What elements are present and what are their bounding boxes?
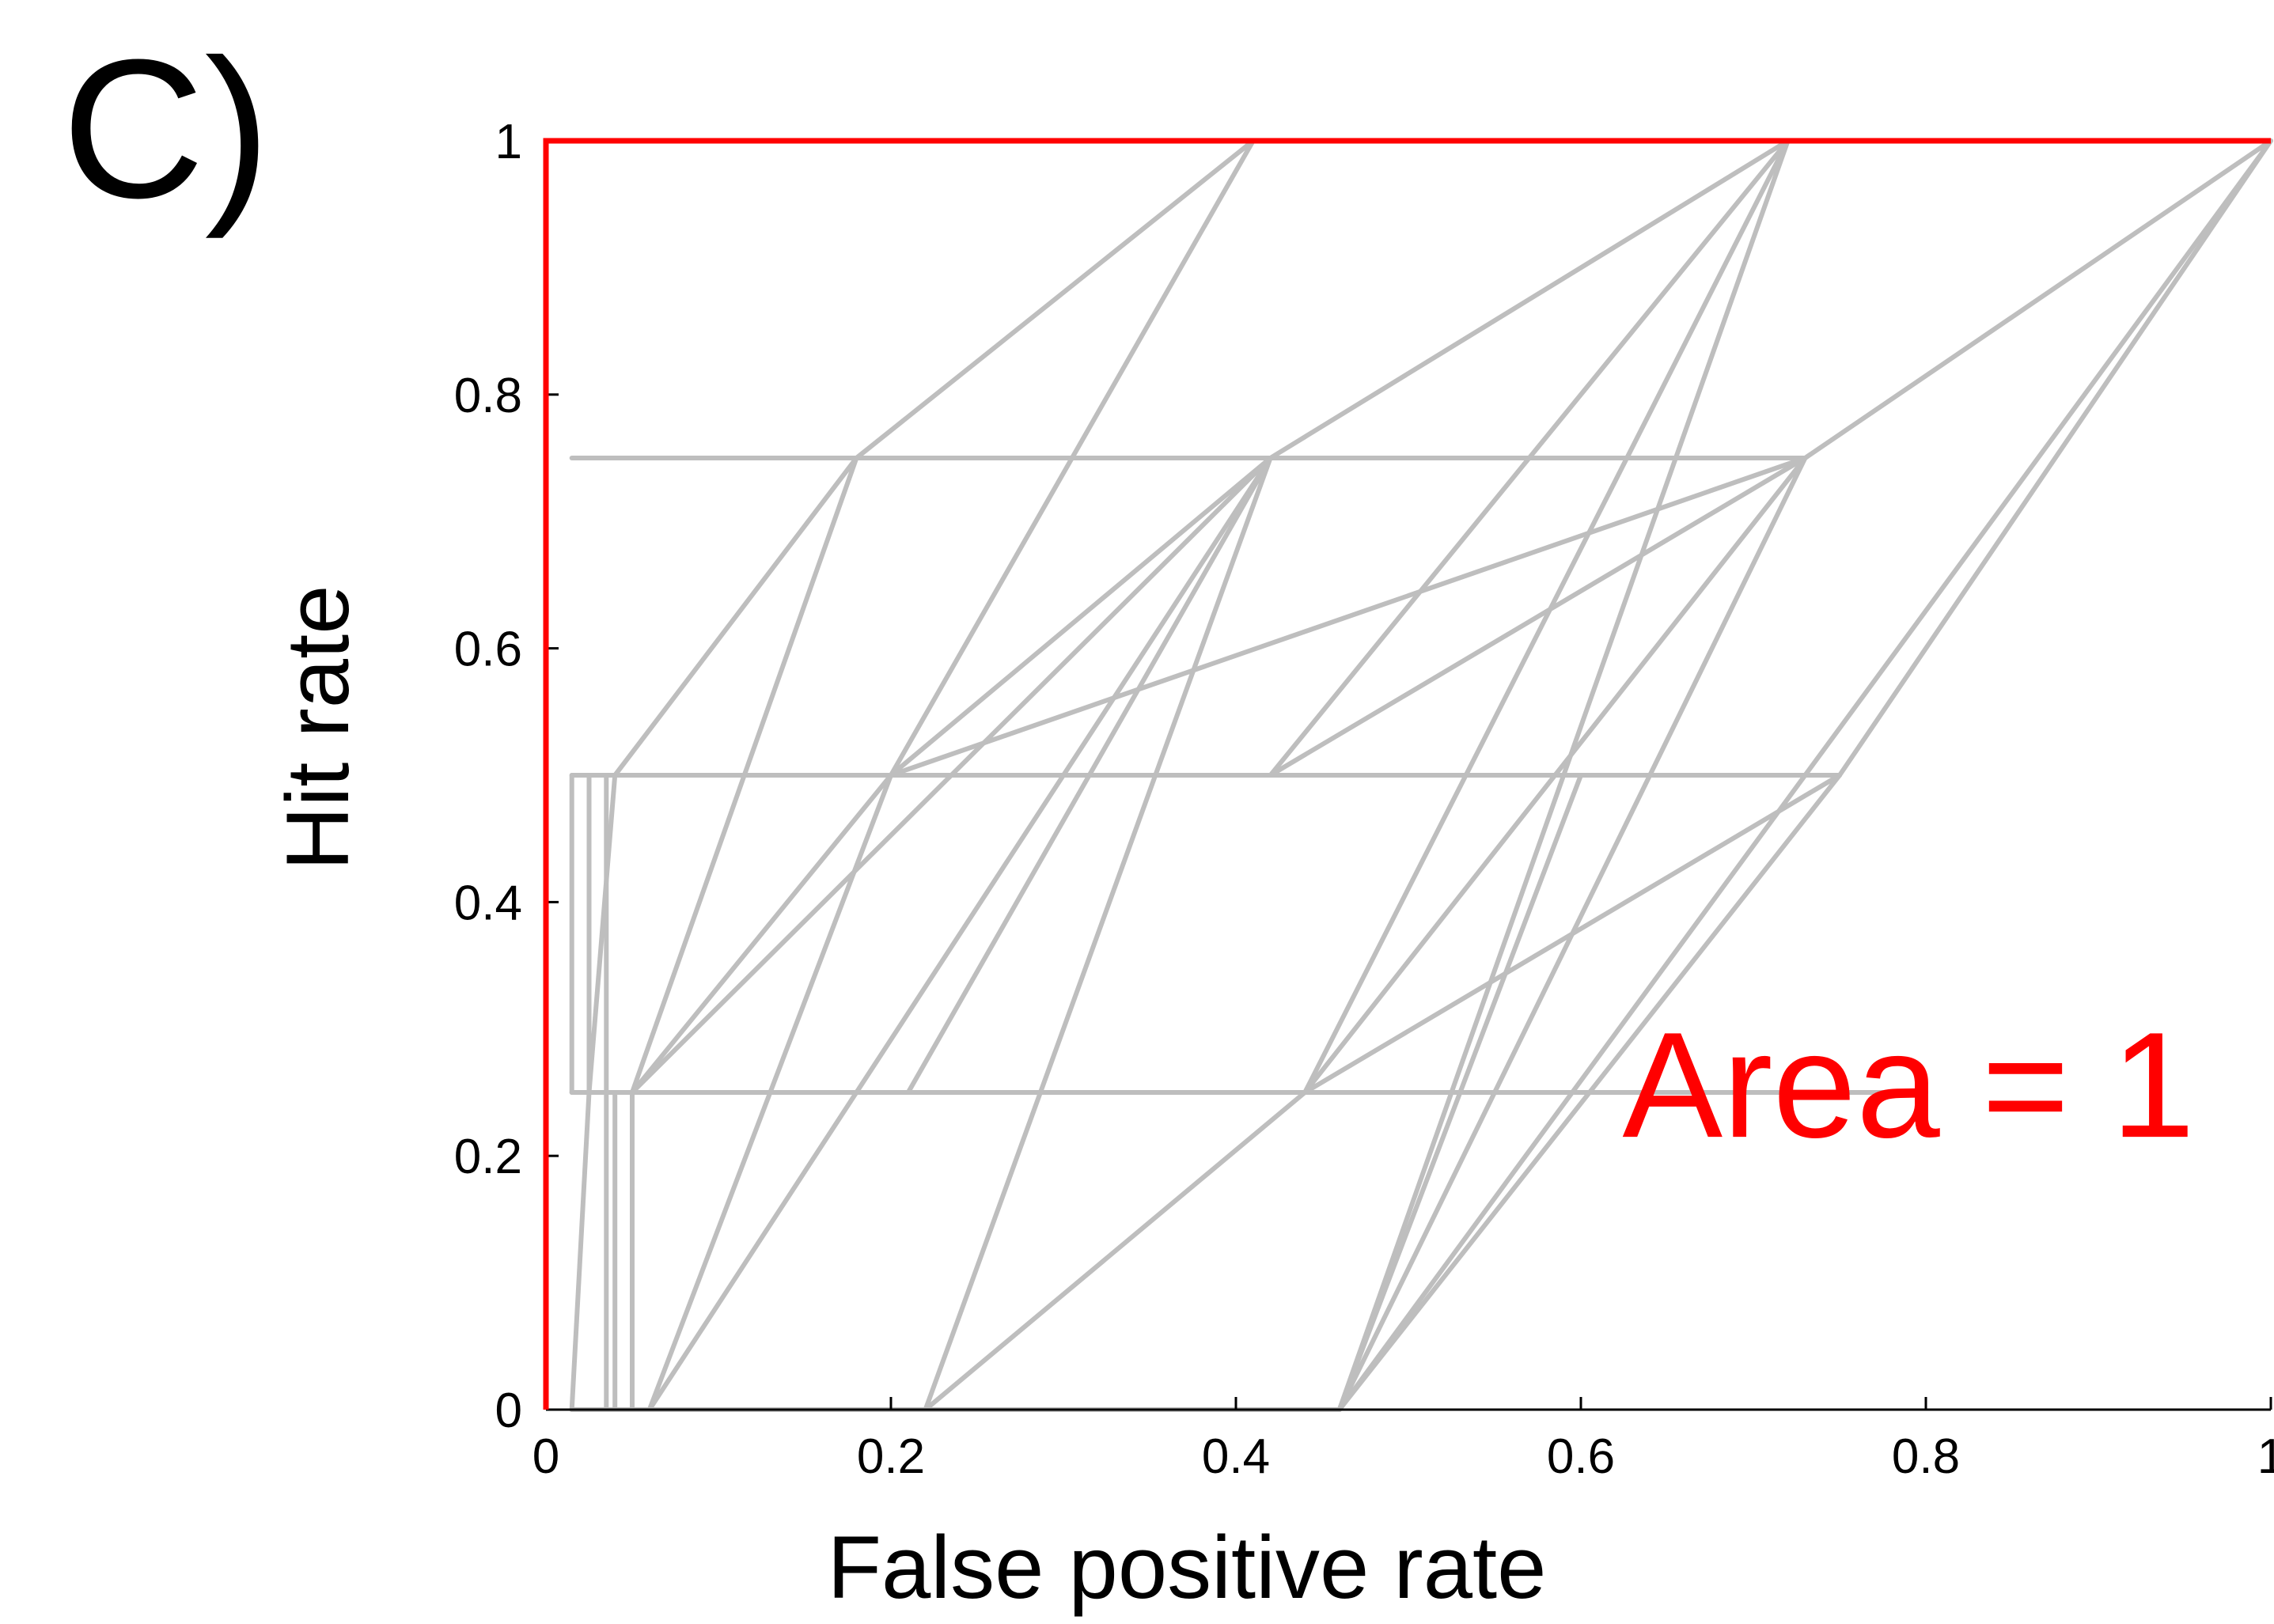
gray-roc-line-19 [923, 1090, 1308, 1412]
gray-roc-line-28 [1336, 456, 1808, 1412]
gray-roc-lines [569, 138, 2273, 1412]
panel-label: C) [62, 18, 271, 239]
gray-roc-line-0 [569, 1090, 592, 1412]
y-axis-label: Hit rate [268, 585, 367, 871]
x-tick-label-0: 0 [532, 1429, 559, 1484]
gray-roc-line-1 [586, 773, 618, 1095]
tick-labels: 0 0.2 0.4 0.6 0.8 1 0 0.2 0.4 0.6 0.8 1 [454, 115, 2274, 1484]
x-axis-label: False positive rate [828, 1518, 1547, 1617]
x-tick-label-2: 0.4 [1202, 1429, 1270, 1484]
gray-roc-line-11 [1268, 138, 1791, 460]
gray-roc-line-10 [889, 456, 1273, 778]
y-tick-label-1: 0.2 [454, 1130, 522, 1184]
gray-roc-line-15 [646, 456, 1273, 1412]
gray-roc-line-9 [630, 773, 893, 1095]
perfect-roc-curve [543, 138, 2271, 1410]
gray-roc-line-32 [1837, 138, 2273, 778]
gray-roc-line-17 [889, 456, 1808, 778]
x-tick-label-4: 0.8 [1892, 1429, 1960, 1484]
gray-roc-line-18 [923, 456, 1273, 1412]
gray-roc-line-3 [854, 138, 1256, 460]
x-tick-label-3: 0.6 [1547, 1429, 1615, 1484]
area-annotation: Area = 1 [1622, 1001, 2195, 1169]
gray-roc-line-26 [1268, 456, 1808, 778]
x-tick-label-5: 1 [2257, 1429, 2274, 1484]
gray-roc-line-22 [1302, 138, 1791, 1095]
x-tick-label-1: 0.2 [857, 1429, 925, 1484]
y-tick-label-5: 1 [495, 115, 522, 169]
y-tick-label-0: 0 [495, 1384, 522, 1438]
gray-roc-line-2 [612, 456, 859, 778]
y-tick-label-2: 0.4 [454, 876, 522, 930]
y-tick-label-3: 0.6 [454, 623, 522, 677]
gray-roc-line-31 [1802, 138, 2273, 460]
y-tick-label-4: 0.8 [454, 369, 522, 423]
